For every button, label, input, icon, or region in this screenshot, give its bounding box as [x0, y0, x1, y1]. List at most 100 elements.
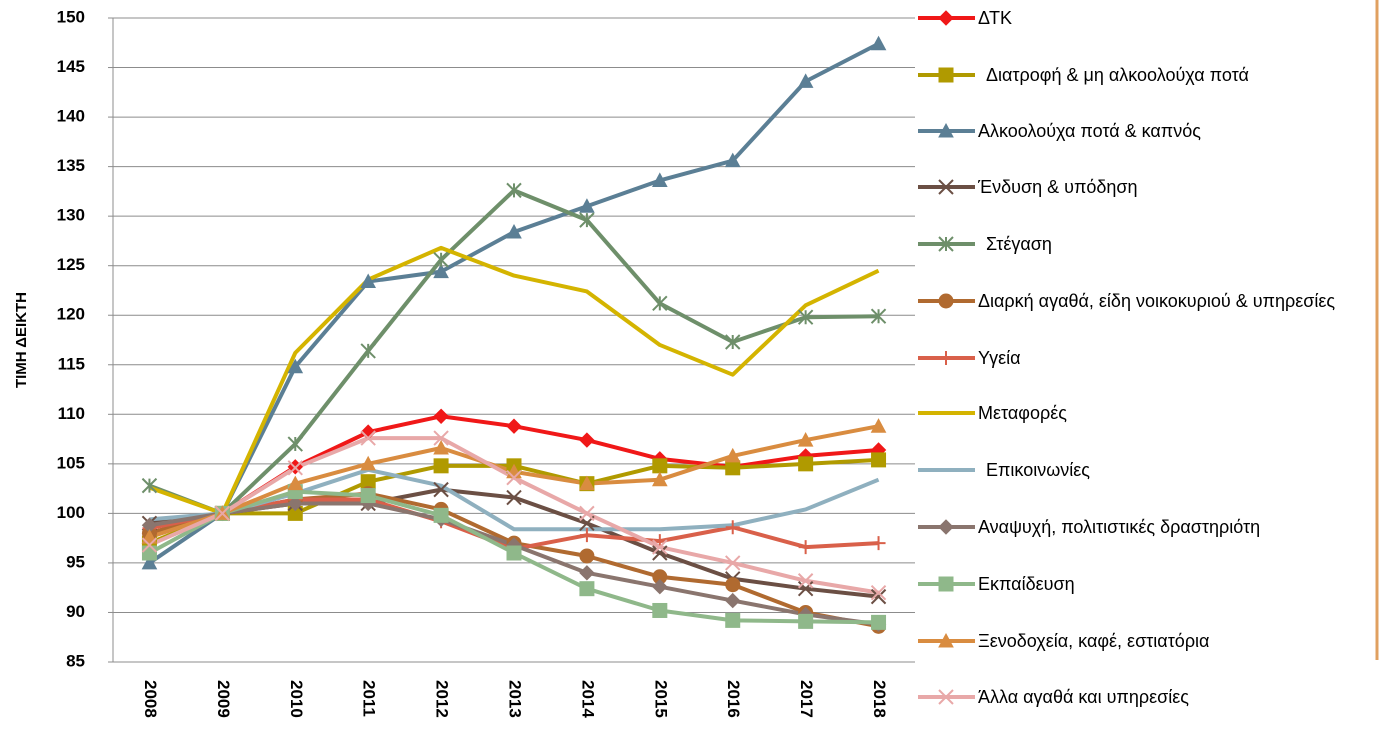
legend-label: ΔΤΚ	[978, 8, 1012, 28]
data-point	[141, 529, 158, 544]
y-tick-label: 125	[57, 255, 85, 274]
x-tick-label: 2014	[578, 680, 597, 718]
data-point	[433, 507, 449, 523]
legend-label: Ξενοδοχεία, καφέ, εστιατόρια	[978, 631, 1210, 651]
legend-item: Εκπαίδευση	[978, 574, 1075, 594]
legend-item: Μεταφορές	[978, 403, 1067, 423]
legend-label: Αναψυχή, πολιτιστικές δραστηριότη	[978, 517, 1261, 537]
legend-item: Αλκοολούχα ποτά & καπνός	[978, 121, 1201, 141]
data-point	[360, 455, 377, 471]
data-point	[798, 456, 814, 472]
data-point	[870, 584, 887, 601]
data-point	[797, 73, 814, 88]
data-point	[725, 334, 741, 350]
data-point	[506, 182, 522, 199]
data-point	[579, 548, 595, 564]
data-point	[870, 418, 887, 433]
y-tick-label: 85	[66, 651, 85, 670]
legend-marker	[938, 67, 954, 83]
legend-item: Υγεία	[978, 348, 1021, 368]
legend-label: Διαρκή αγαθά, είδη νοικοκυριού & υπηρεσί…	[978, 291, 1336, 311]
data-point	[652, 458, 668, 474]
data-point	[652, 602, 668, 618]
legend-item: Επικοινωνίες	[986, 460, 1090, 480]
data-point	[725, 555, 741, 571]
legend-item: ΔΤΚ	[978, 8, 1012, 28]
x-tick-label: 2008	[141, 680, 160, 718]
y-tick-label: 95	[66, 552, 85, 571]
data-point	[724, 152, 741, 168]
data-point	[652, 545, 668, 561]
y-tick-label: 145	[57, 57, 85, 76]
x-tick-label: 2013	[506, 680, 525, 718]
data-point	[433, 481, 449, 498]
legend-label: Μεταφορές	[978, 403, 1067, 423]
legend-label: Άλλα αγαθά και υπηρεσίες	[978, 687, 1189, 707]
data-point	[287, 358, 304, 374]
x-tick-label: 2018	[870, 680, 889, 718]
data-point	[506, 470, 522, 486]
legend-marker	[938, 576, 954, 592]
data-point	[141, 554, 158, 570]
legend-marker	[938, 236, 954, 252]
legend-marker	[938, 689, 954, 705]
x-tick-label: 2016	[724, 680, 743, 718]
x-tick-label: 2009	[214, 680, 233, 718]
data-point	[287, 475, 304, 491]
series-line	[148, 245, 880, 516]
data-point	[433, 263, 449, 279]
data-point	[871, 452, 887, 468]
data-point	[798, 613, 814, 629]
y-tick-label: 150	[57, 7, 85, 26]
data-point	[579, 528, 594, 543]
data-point	[797, 432, 814, 447]
data-point	[871, 536, 886, 551]
data-point	[870, 588, 887, 605]
x-tick-label: 2015	[651, 680, 670, 718]
legend-marker	[938, 179, 954, 195]
data-point	[651, 471, 668, 487]
x-tick-label: 2010	[287, 680, 306, 718]
legend-item: Ξενοδοχεία, καφέ, εστιατόρια	[978, 631, 1210, 651]
legend-item: Ένδυση & υπόδηση	[978, 177, 1138, 197]
data-point	[725, 612, 741, 628]
data-point	[724, 447, 741, 463]
legend-label: Επικοινωνίες	[986, 460, 1090, 480]
y-tick-label: 115	[58, 354, 85, 373]
data-point	[579, 505, 595, 522]
data-point	[579, 565, 595, 581]
data-point	[506, 489, 522, 506]
data-point	[287, 460, 303, 476]
data-point	[871, 614, 887, 630]
legend-label: Υγεία	[978, 348, 1021, 368]
legend-label: Διατροφή & μη αλκοολούχα ποτά	[986, 65, 1249, 85]
y-tick-label: 120	[57, 305, 85, 324]
data-point	[652, 295, 668, 312]
data-point	[579, 198, 595, 213]
data-point	[433, 458, 449, 474]
data-point	[141, 537, 158, 553]
data-point	[141, 545, 157, 561]
data-point	[725, 460, 741, 476]
data-point	[725, 592, 741, 609]
y-tick-label: 135	[57, 156, 85, 175]
legend-marker	[938, 10, 954, 26]
data-point	[652, 578, 668, 595]
legend-label: Αλκοολούχα ποτά & καπνός	[978, 121, 1201, 141]
legend-marker	[939, 351, 953, 365]
data-point	[506, 545, 522, 561]
data-point	[797, 573, 814, 589]
legend-label: Εκπαίδευση	[978, 574, 1075, 594]
data-point	[579, 581, 595, 597]
y-tick-label: 90	[66, 602, 85, 621]
data-point	[579, 432, 595, 448]
data-point	[360, 430, 376, 446]
x-tick-label: 2017	[797, 680, 816, 718]
legend-label: Ένδυση & υπόδηση	[978, 177, 1138, 197]
data-point	[287, 436, 303, 452]
data-point	[506, 223, 522, 239]
legend-marker	[938, 122, 954, 138]
legend-marker	[938, 632, 954, 648]
